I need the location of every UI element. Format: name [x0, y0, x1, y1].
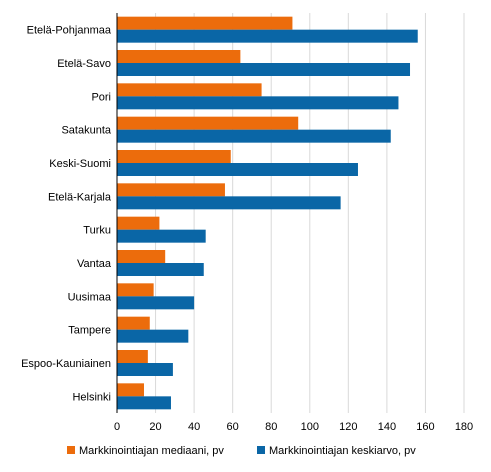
legend-label-mean: Markkinointiajan keskiarvo, pv	[269, 445, 416, 457]
x-tick-label-100: 100	[301, 421, 319, 433]
category-label-keski-suomi: Keski-Suomi	[49, 158, 111, 170]
x-tick-label-80: 80	[265, 421, 277, 433]
category-label-etela-savo: Etelä-Savo	[57, 58, 111, 70]
bar-mean-helsinki	[117, 396, 171, 410]
category-label-tampere: Tampere	[68, 325, 111, 337]
bar-median-helsinki	[117, 383, 144, 397]
category-labels: Etelä-Pohjanmaa Etelä-Savo Pori Satakunta Ke…	[21, 25, 112, 404]
x-tick-label-40: 40	[188, 421, 200, 433]
legend-label-median: Markkinointiajan mediaani, pv	[79, 445, 224, 457]
bar-mean-etela-pohjanmaa	[117, 29, 418, 43]
bar-median-etela-savo	[117, 50, 241, 63]
x-tick-label-20: 20	[149, 421, 161, 433]
gridlines	[155, 13, 465, 413]
category-label-vantaa: Vantaa	[77, 258, 112, 270]
bar-median-tampere	[117, 316, 150, 330]
category-label-turku: Turku	[83, 225, 111, 237]
bar-median-keski-suomi	[117, 150, 231, 163]
bar-mean-keski-suomi	[117, 163, 358, 176]
bar-median-etela-pohjanmaa	[117, 16, 293, 30]
x-tick-label-120: 120	[339, 421, 357, 433]
bar-mean-turku	[117, 229, 206, 243]
bar-median-turku	[117, 216, 160, 230]
legend-swatch-median	[67, 446, 75, 454]
bar-mean-etela-karjala	[117, 196, 341, 210]
bar-median-uusimaa	[117, 283, 154, 297]
bar-median-pori	[117, 83, 262, 97]
category-label-helsinki: Helsinki	[72, 391, 111, 403]
bars	[117, 16, 418, 410]
x-tick-label-60: 60	[227, 421, 239, 433]
legend: Markkinointiajan mediaani, pv Markkinoin…	[67, 445, 416, 457]
x-tick-label-0: 0	[114, 421, 120, 433]
bar-median-etela-karjala	[117, 183, 225, 197]
x-tick-labels: 0 20 40 60 80 100 120 140 160 180	[114, 421, 473, 433]
bar-median-satakunta	[117, 116, 299, 130]
legend-swatch-mean	[257, 446, 265, 454]
bar-mean-tampere	[117, 329, 189, 343]
category-label-etela-pohjanmaa: Etelä-Pohjanmaa	[27, 25, 112, 37]
bar-mean-uusimaa	[117, 296, 195, 310]
bar-mean-etela-savo	[117, 63, 411, 76]
category-label-uusimaa: Uusimaa	[68, 291, 112, 303]
category-label-etela-karjala: Etelä-Karjala	[48, 191, 112, 203]
bar-mean-pori	[117, 96, 399, 110]
category-label-pori: Pori	[91, 91, 111, 103]
x-tick-label-180: 180	[455, 421, 473, 433]
bar-median-vantaa	[117, 250, 166, 263]
category-label-espoo-kauniainen: Espoo-Kauniainen	[21, 358, 111, 370]
bar-median-espoo-kauniainen	[117, 350, 148, 363]
bar-mean-satakunta	[117, 129, 391, 143]
bar-mean-espoo-kauniainen	[117, 363, 173, 376]
x-tick-label-140: 140	[378, 421, 396, 433]
bar-mean-vantaa	[117, 263, 204, 276]
x-tick-label-160: 160	[416, 421, 434, 433]
category-label-satakunta: Satakunta	[61, 125, 111, 137]
